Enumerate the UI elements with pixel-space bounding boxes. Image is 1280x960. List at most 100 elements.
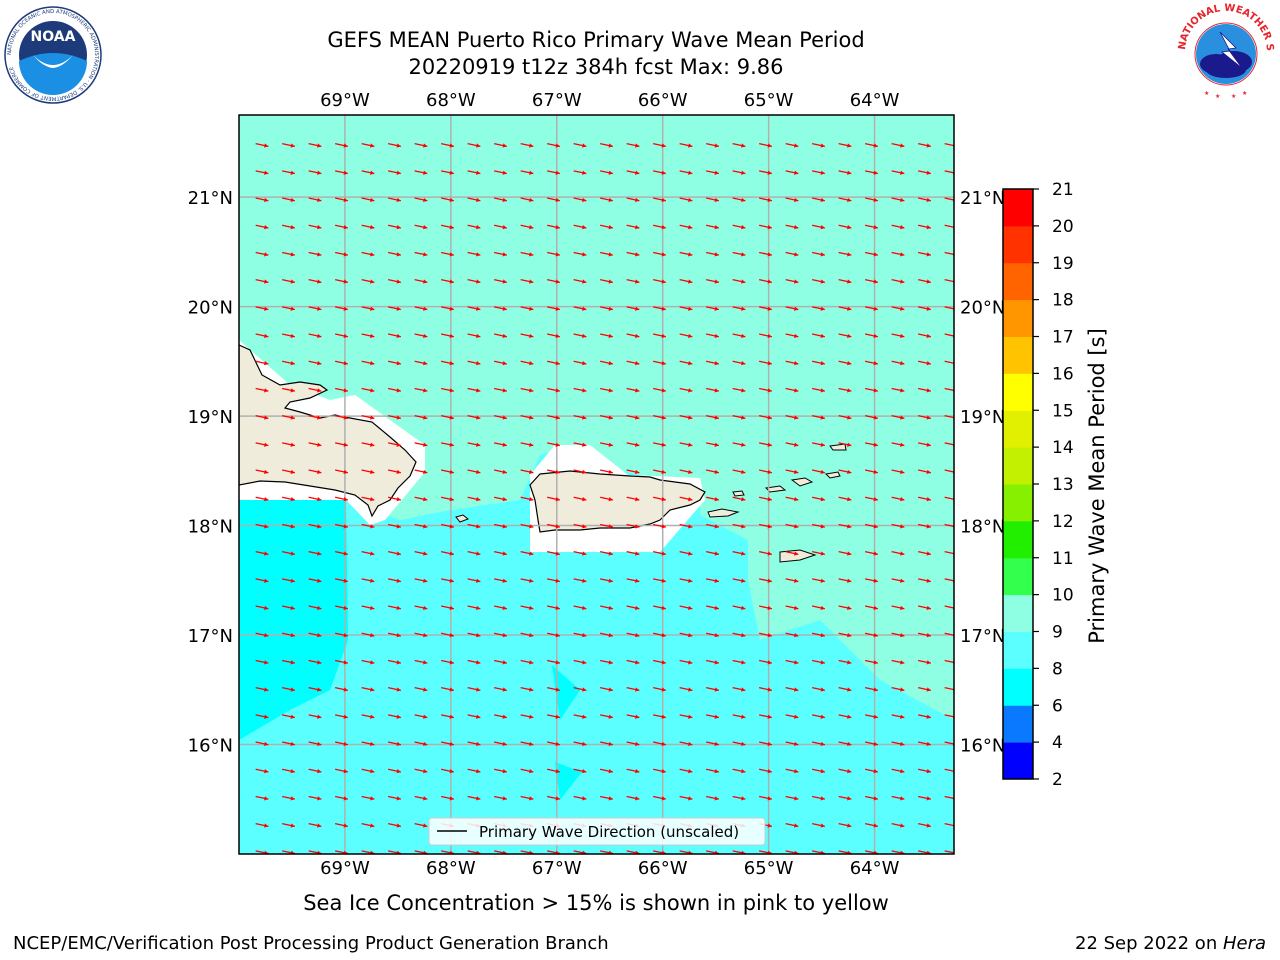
wave-direction-arrow	[838, 687, 852, 692]
wave-direction-arrow	[255, 741, 269, 747]
wave-direction-arrow	[918, 143, 931, 148]
wave-direction-arrow	[361, 306, 375, 311]
wave-direction-arrow	[308, 578, 322, 583]
wave-direction-arrow	[282, 795, 295, 801]
wave-direction-arrow	[573, 251, 587, 257]
wave-direction-arrow	[891, 632, 905, 638]
wave-direction-arrow	[282, 659, 295, 665]
lon-tick-label-bottom: 66°W	[638, 858, 688, 879]
lon-tick-label-bottom: 64°W	[850, 858, 900, 879]
wave-direction-arrow	[361, 387, 375, 393]
colorbar-segment	[1003, 447, 1033, 485]
wave-direction-arrow	[679, 224, 693, 230]
wave-direction-arrow	[255, 714, 269, 719]
wave-direction-arrow	[467, 714, 481, 719]
wave-direction-arrow	[918, 632, 931, 638]
wave-direction-arrow	[626, 143, 640, 148]
wave-direction-arrow	[785, 279, 799, 284]
wave-direction-arrow	[388, 850, 401, 854]
wave-direction-arrow	[282, 850, 295, 854]
wave-direction-arrow	[335, 224, 348, 230]
wave-direction-arrow	[600, 360, 613, 366]
wave-direction-arrow	[467, 143, 481, 148]
colorbar-segment	[1003, 594, 1033, 632]
wave-direction-arrow	[838, 415, 852, 420]
wave-direction-arrow	[891, 170, 905, 175]
wave-direction-arrow	[732, 251, 746, 257]
wave-direction-arrow	[388, 387, 401, 393]
wave-direction-arrow	[361, 279, 375, 284]
wave-direction-arrow	[838, 659, 852, 665]
wave-direction-arrow	[335, 143, 348, 148]
wave-direction-arrow	[732, 795, 746, 801]
wave-direction-arrow	[282, 224, 295, 230]
wave-direction-arrow	[653, 333, 666, 339]
wave-direction-arrow	[785, 850, 799, 854]
wave-direction-arrow	[520, 306, 534, 311]
lat-tick-label-right: 19°N	[960, 407, 1005, 428]
wave-direction-arrow	[335, 387, 348, 393]
wave-direction-arrow	[547, 578, 560, 583]
wave-direction-arrow	[626, 279, 640, 284]
wave-direction-arrow	[441, 795, 454, 801]
wave-direction-arrow	[706, 850, 719, 854]
wave-direction-arrow	[414, 605, 428, 611]
wave-direction-arrow	[547, 251, 560, 257]
wave-direction-arrow	[759, 415, 772, 420]
wave-direction-arrow	[414, 442, 428, 447]
wave-direction-arrow	[759, 523, 772, 529]
wave-direction-arrow	[838, 578, 852, 583]
wave-direction-arrow	[573, 850, 587, 854]
wave-direction-arrow	[573, 551, 587, 556]
wave-direction-arrow	[547, 306, 560, 311]
wave-direction-arrow	[388, 143, 401, 148]
wave-direction-arrow	[414, 224, 428, 230]
wave-direction-arrow	[679, 605, 693, 611]
wave-direction-arrow	[759, 496, 772, 502]
wave-direction-arrow	[706, 578, 719, 583]
wave-direction-arrow	[838, 170, 852, 175]
lat-tick-label-right: 20°N	[960, 298, 1005, 319]
wave-direction-arrow	[653, 197, 666, 203]
wave-direction-arrow	[308, 659, 322, 665]
footer-date: 22 Sep 2022 on Hera	[1075, 933, 1266, 954]
wave-direction-arrow	[282, 823, 295, 828]
wave-direction-arrow	[679, 768, 693, 774]
wave-direction-arrow	[838, 197, 852, 203]
wave-direction-arrow	[891, 551, 905, 556]
wave-direction-arrow	[812, 823, 825, 828]
wave-direction-arrow	[838, 823, 852, 828]
wave-direction-arrow	[494, 496, 507, 502]
wave-direction-arrow	[441, 768, 454, 774]
wave-direction-arrow	[520, 768, 534, 774]
wave-direction-arrow	[759, 333, 772, 339]
wave-direction-arrow	[918, 551, 931, 556]
wave-direction-arrow	[865, 741, 878, 747]
wave-direction-arrow	[573, 659, 587, 665]
wave-direction-arrow	[494, 523, 507, 529]
wave-direction-arrow	[891, 442, 905, 447]
wave-direction-arrow	[812, 170, 825, 175]
colorbar-tick-label: 18	[1052, 291, 1074, 311]
wave-direction-arrow	[759, 279, 772, 284]
wave-direction-arrow	[520, 469, 534, 475]
wave-direction-arrow	[706, 741, 719, 747]
colorbar-tick-label: 8	[1052, 659, 1063, 679]
wave-direction-arrow	[494, 279, 507, 284]
wave-direction-arrow	[441, 306, 454, 311]
wave-direction-arrow	[255, 659, 269, 665]
wave-direction-arrow	[732, 360, 746, 366]
wave-direction-arrow	[865, 251, 878, 257]
lat-tick-label-left: 20°N	[188, 298, 233, 319]
wave-direction-arrow	[865, 605, 878, 611]
wave-direction-arrow	[414, 143, 428, 148]
wave-direction-arrow	[679, 442, 693, 447]
wave-direction-arrow	[918, 224, 931, 230]
lat-tick-label-left: 17°N	[188, 626, 233, 647]
wave-direction-arrow	[626, 251, 640, 257]
wave-direction-arrow	[520, 605, 534, 611]
wave-direction-arrow	[812, 578, 825, 583]
wave-direction-arrow	[467, 251, 481, 257]
wave-direction-arrow	[547, 469, 560, 475]
wave-direction-arrow	[361, 714, 375, 719]
